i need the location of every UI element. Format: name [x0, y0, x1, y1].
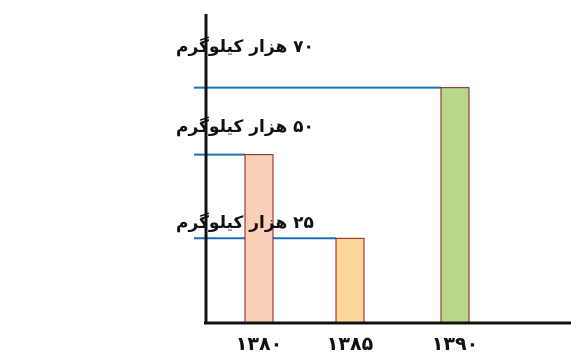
bar-2 — [440, 87, 470, 323]
value-label-1380: ۵۰ هزار کیلوگرم — [176, 116, 314, 137]
bar-0 — [244, 154, 274, 323]
bar-1 — [335, 237, 365, 323]
tick-label-1380: ۱۳۸۰ — [236, 333, 282, 354]
bars — [244, 87, 470, 323]
tick-label-1385: ۱۳۸۵ — [327, 333, 374, 354]
value-label-1385: ۲۵ هزار کیلوگرم — [176, 212, 314, 233]
value-label-1390: ۷۰ هزار کیلوگرم — [176, 36, 314, 57]
tick-label-1390: ۱۳۹۰ — [432, 333, 478, 354]
